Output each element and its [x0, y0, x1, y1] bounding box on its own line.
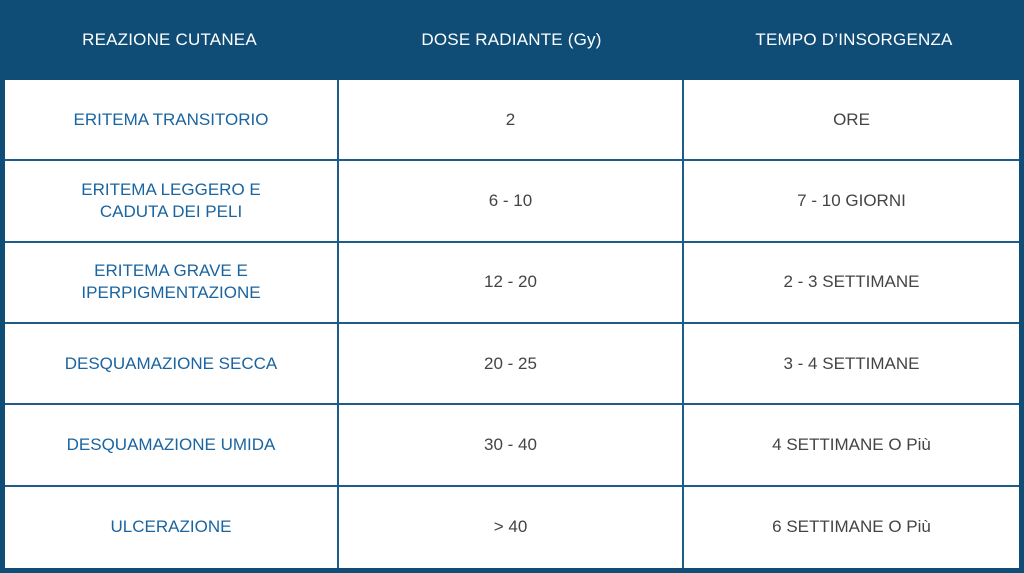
table-row: ERITEMA TRANSITORIO 2 ORE	[5, 80, 1019, 162]
table-body: ERITEMA TRANSITORIO 2 ORE ERITEMA LEGGER…	[5, 80, 1019, 568]
onset-cell: ORE	[833, 109, 870, 129]
dose-cell: 2	[339, 80, 684, 160]
header-reaction: REAZIONE CUTANEA	[82, 30, 257, 49]
table-row: ULCERAZIONE > 40 6 SETTIMANE O Più	[5, 486, 1019, 568]
dose-cell: 30 - 40	[339, 405, 684, 485]
reaction-cell: DESQUAMAZIONE SECCA	[5, 323, 339, 404]
reaction-cell: ERITEMA TRANSITORIO	[5, 80, 339, 160]
table-row: ERITEMA LEGGERO E CADUTA DEI PELI 6 - 10…	[5, 161, 1019, 243]
dose-cell: 12 - 20	[339, 242, 684, 322]
reaction-text: ERITEMA GRAVE E IPERPIGMENTAZIONE	[81, 261, 261, 303]
reaction-cell: ULCERAZIONE	[5, 486, 339, 568]
reaction-cell: ERITEMA GRAVE E IPERPIGMENTAZIONE	[5, 242, 339, 322]
dose-cell: > 40	[339, 486, 684, 568]
onset-cell: 6 SETTIMANE O Più	[772, 517, 931, 537]
dose-cell: 20 - 25	[339, 323, 684, 404]
reaction-cell: ERITEMA LEGGERO E CADUTA DEI PELI	[5, 161, 339, 241]
header-onset: TEMPO D’INSORGENZA	[755, 30, 953, 49]
onset-cell: 2 - 3 SETTIMANE	[783, 272, 920, 292]
reaction-cell: DESQUAMAZIONE UMIDA	[5, 405, 339, 485]
onset-cell: 3 - 4 SETTIMANE	[783, 353, 920, 373]
onset-cell: 4 SETTIMANE O Più	[772, 434, 931, 454]
table-row: ERITEMA GRAVE E IPERPIGMENTAZIONE 12 - 2…	[5, 242, 1019, 324]
table-row: DESQUAMAZIONE SECCA 20 - 25 3 - 4 SETTIM…	[5, 323, 1019, 406]
table-row: DESQUAMAZIONE UMIDA 30 - 40 4 SETTIMANE …	[5, 405, 1019, 487]
onset-cell: 7 - 10 GIORNI	[797, 190, 906, 210]
table-header: REAZIONE CUTANEA DOSE RADIANTE (Gy) TEMP…	[0, 0, 1024, 80]
reaction-text: ERITEMA LEGGERO E CADUTA DEI PELI	[81, 179, 261, 221]
dose-cell: 6 - 10	[339, 161, 684, 241]
header-dose: DOSE RADIANTE (Gy)	[421, 30, 602, 49]
